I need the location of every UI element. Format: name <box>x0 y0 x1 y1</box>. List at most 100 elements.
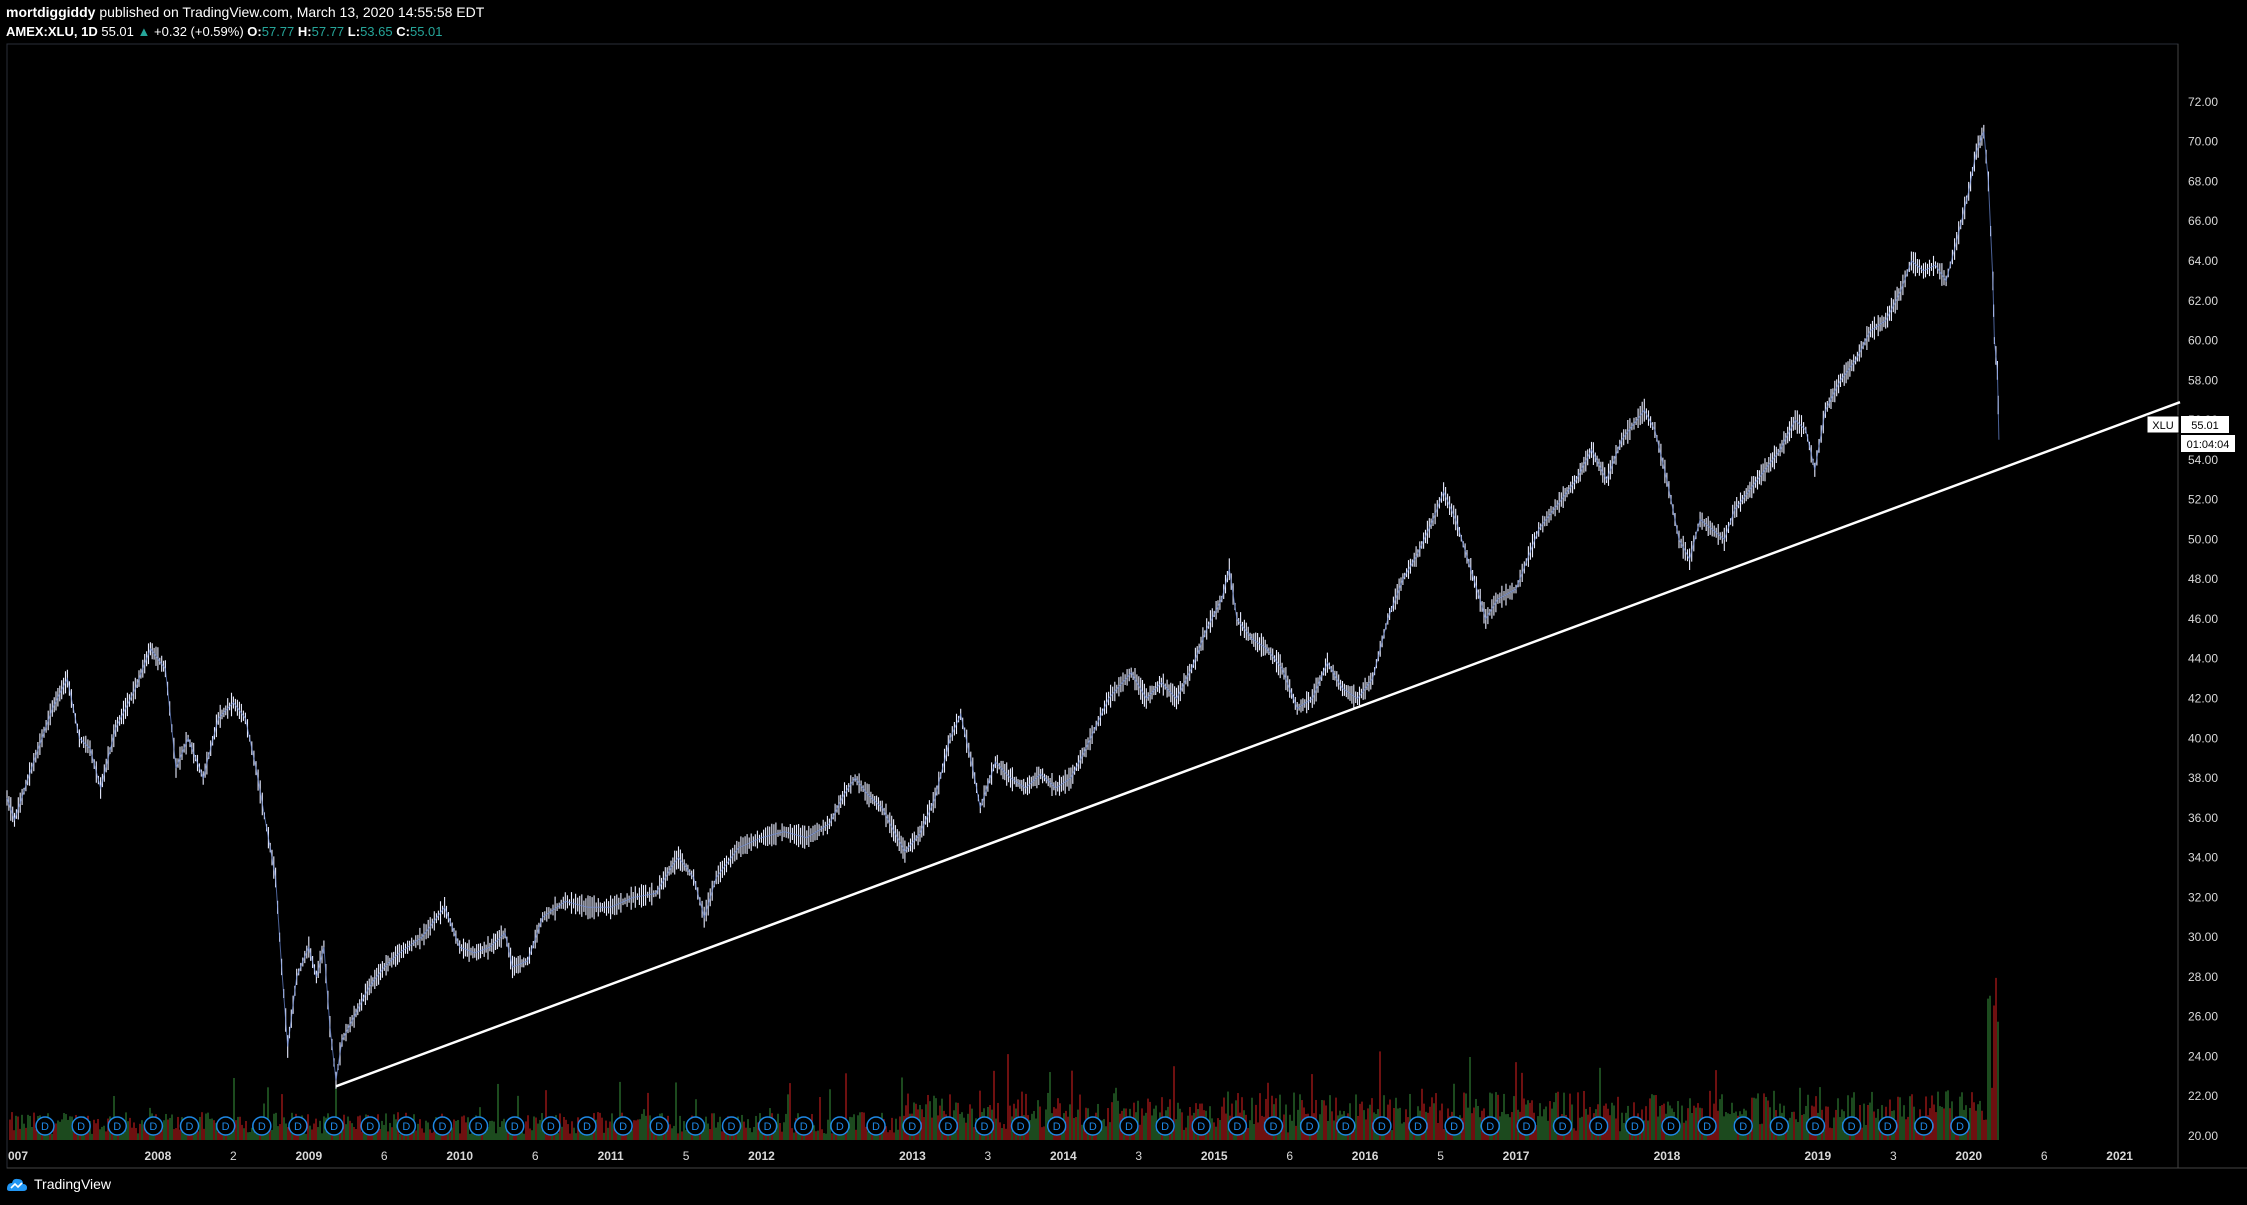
dividend-marker[interactable]: D <box>1191 1116 1211 1136</box>
dividend-marker[interactable]: D <box>215 1116 236 1136</box>
dividend-marker[interactable]: D <box>324 1116 344 1136</box>
dividend-marker[interactable]: D <box>1010 1116 1031 1136</box>
dividend-label: D <box>1306 1121 1314 1133</box>
dividend-marker[interactable]: D <box>1588 1116 1609 1136</box>
dividend-marker[interactable]: D <box>1914 1116 1934 1136</box>
x-tick-label: 2020 <box>1955 1149 1982 1163</box>
dividend-marker[interactable]: D <box>613 1116 633 1136</box>
dividend-marker[interactable]: D <box>1336 1116 1356 1136</box>
dividend-marker[interactable]: D <box>504 1116 525 1136</box>
dividend-marker[interactable]: D <box>252 1116 272 1136</box>
dividend-marker[interactable]: D <box>830 1116 850 1136</box>
volume-bars <box>9 977 1999 1140</box>
dividend-marker[interactable]: D <box>179 1116 200 1136</box>
dividend-circle <box>794 1116 814 1136</box>
dividend-marker[interactable]: D <box>432 1116 453 1136</box>
dividend-marker[interactable]: D <box>1408 1116 1428 1136</box>
y-tick-label: 60.00 <box>2188 334 2218 348</box>
dividend-marker[interactable]: D <box>1516 1116 1537 1136</box>
price-series <box>6 124 2000 1089</box>
dividend-marker[interactable]: D <box>1625 1116 1645 1136</box>
x-tick-label: 3 <box>1135 1149 1142 1163</box>
dividend-marker[interactable]: D <box>360 1116 380 1136</box>
dividend-marker[interactable]: D <box>721 1116 742 1136</box>
dividend-circle <box>1227 1116 1248 1136</box>
dividend-marker[interactable]: D <box>1444 1116 1464 1136</box>
dividend-marker[interactable]: D <box>1733 1116 1753 1136</box>
dividend-marker[interactable]: D <box>757 1116 778 1136</box>
footer-brand[interactable]: TradingView <box>34 1176 112 1192</box>
dividend-marker[interactable]: D <box>541 1116 561 1136</box>
dividend-marker[interactable]: D <box>577 1116 597 1136</box>
x-tick-label: 2013 <box>899 1149 926 1163</box>
dividend-marker[interactable]: D <box>685 1116 706 1136</box>
dividend-marker[interactable]: D <box>1372 1116 1392 1136</box>
y-tick-label: 62.00 <box>2188 294 2218 308</box>
dividend-marker[interactable]: D <box>1046 1116 1067 1136</box>
dividend-marker[interactable]: D <box>866 1116 886 1136</box>
dividend-marker[interactable]: D <box>1841 1116 1862 1136</box>
price-change: +0.32 (+0.59%) <box>154 24 244 39</box>
dividend-marker[interactable]: D <box>938 1116 959 1136</box>
dividend-marker[interactable]: D <box>974 1116 995 1136</box>
dividend-marker[interactable]: D <box>1950 1116 1970 1136</box>
dividend-circle <box>541 1116 561 1136</box>
dividend-marker[interactable]: D <box>902 1116 922 1136</box>
open-label: O: <box>247 24 262 39</box>
y-axis[interactable]: 72.00 70.00 68.00 66.00 64.00 62.00 60.00 58.00… <box>2188 95 2218 1143</box>
dividend-marker[interactable]: D <box>396 1116 417 1136</box>
dividend-marker[interactable]: D <box>1263 1116 1284 1136</box>
dividend-label: D <box>1667 1121 1675 1133</box>
dividend-label: D <box>1703 1121 1711 1133</box>
dividend-marker[interactable]: D <box>1769 1116 1790 1136</box>
y-tick-label: 52.00 <box>2188 493 2218 507</box>
support-trendline[interactable] <box>335 401 2181 1088</box>
dividend-circle <box>288 1116 308 1136</box>
dividend-marker[interactable]: D <box>1805 1116 1826 1136</box>
dividend-circle <box>252 1116 272 1136</box>
dividend-label: D <box>149 1121 157 1133</box>
dividend-marker[interactable]: D <box>71 1116 91 1136</box>
dividend-marker[interactable]: D <box>1697 1116 1717 1136</box>
symbol-label: AMEX:XLU, 1D <box>6 24 98 39</box>
dividend-circle <box>1697 1116 1717 1136</box>
dividend-marker[interactable]: D <box>107 1116 128 1136</box>
tradingview-logo-icon[interactable] <box>6 1176 28 1192</box>
dividend-marker[interactable]: D <box>1552 1116 1573 1136</box>
dividend-label: D <box>691 1121 699 1133</box>
dividend-marker[interactable]: D <box>35 1116 55 1136</box>
dividend-label: D <box>1486 1121 1494 1133</box>
chart-header: mortdiggiddy published on TradingView.co… <box>6 2 484 42</box>
price-tag-symbol: XLU <box>2152 420 2173 432</box>
dividend-label: D <box>583 1121 591 1133</box>
dividend-circle <box>107 1116 128 1136</box>
dividend-marker[interactable]: D <box>649 1116 669 1136</box>
trendline[interactable] <box>335 401 2181 1088</box>
dividend-marker[interactable]: D <box>1877 1116 1898 1136</box>
dividend-marker[interactable]: D <box>468 1116 489 1136</box>
dividend-marker[interactable]: D <box>794 1116 814 1136</box>
dividend-marker[interactable]: D <box>288 1116 308 1136</box>
x-tick-label: 5 <box>683 1149 690 1163</box>
dividend-marker[interactable]: D <box>143 1116 164 1136</box>
dividend-marker[interactable]: D <box>1227 1116 1248 1136</box>
publish-line: mortdiggiddy published on TradingView.co… <box>6 2 484 22</box>
dividend-marker[interactable]: D <box>1119 1116 1139 1136</box>
dividend-marker[interactable]: D <box>1661 1116 1681 1136</box>
dividend-label: D <box>980 1121 988 1133</box>
y-tick-label: 72.00 <box>2188 95 2218 109</box>
dividend-marker[interactable]: D <box>1480 1116 1501 1136</box>
dividend-label: D <box>1233 1121 1241 1133</box>
y-tick-label: 26.00 <box>2188 1010 2218 1024</box>
dividend-marker[interactable]: D <box>1299 1116 1320 1136</box>
dividend-label: D <box>764 1121 772 1133</box>
dividend-label: D <box>41 1121 49 1133</box>
y-tick-label: 20.00 <box>2188 1129 2218 1143</box>
dividend-marker[interactable]: D <box>1083 1116 1103 1136</box>
dividend-circle <box>35 1116 55 1136</box>
x-axis[interactable]: 007 2008 2 2009 6 2010 6 2011 5 2012 2013 3 2014 3 201… <box>8 1149 2133 1163</box>
dividend-marker[interactable]: D <box>1155 1116 1175 1136</box>
author-name[interactable]: mortdiggiddy <box>6 4 96 20</box>
dividend-label: D <box>1559 1121 1567 1133</box>
